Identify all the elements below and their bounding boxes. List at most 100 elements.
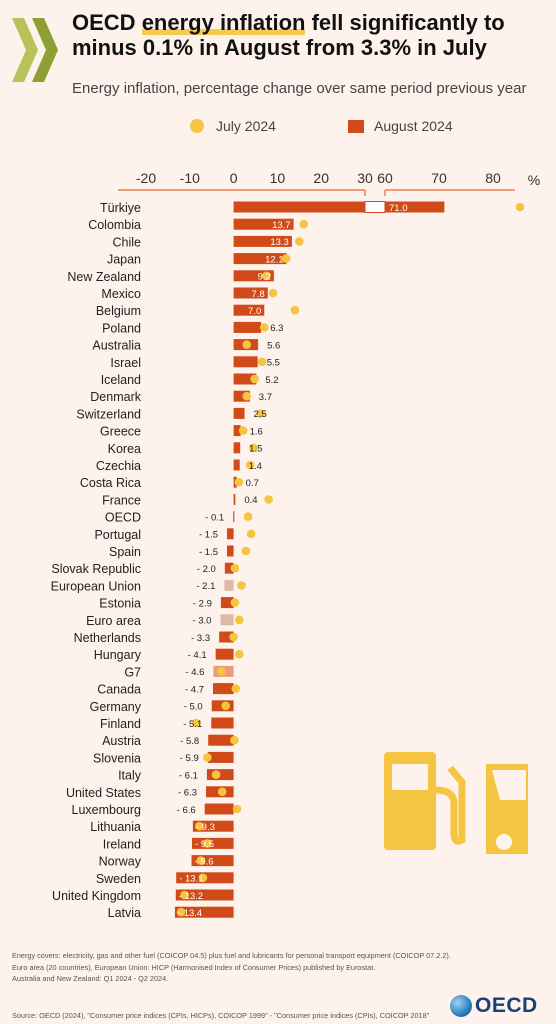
- dot-july: [250, 374, 259, 384]
- dot-july: [238, 426, 248, 435]
- bar-august: [233, 356, 258, 368]
- legend-august-label: August 2024: [374, 118, 453, 134]
- oecd-chevron-logo: [12, 18, 58, 82]
- category-label: Spain: [109, 545, 141, 559]
- data-label: - 5.8: [180, 736, 199, 747]
- data-label: 5.5: [267, 358, 280, 369]
- data-label: - 13.4: [178, 908, 202, 919]
- category-label: Sweden: [96, 872, 141, 886]
- data-label: - 13.1: [179, 874, 203, 885]
- category-label: Austria: [102, 734, 141, 748]
- dot-july: [229, 632, 238, 642]
- x-tick-label: 70: [431, 170, 447, 186]
- x-tick-label: 20: [313, 170, 329, 186]
- category-label: Costa Rica: [80, 476, 141, 490]
- data-label: - 1.5: [199, 547, 218, 558]
- x-tick-label: 10: [270, 170, 286, 186]
- bar-august: [192, 820, 234, 832]
- bar-august: [233, 493, 236, 505]
- category-label: Netherlands: [74, 631, 141, 645]
- bar-august: [215, 648, 234, 660]
- data-label: - 4.1: [188, 650, 207, 661]
- bar-august: [213, 683, 234, 695]
- data-label: 1.5: [249, 444, 262, 455]
- chart-subtitle: Energy inflation, percentage change over…: [72, 80, 527, 97]
- bar-august: [191, 837, 234, 849]
- bar-august: [208, 734, 234, 746]
- dot-july: [234, 615, 244, 625]
- dot-july: [221, 701, 231, 711]
- bar-august: [233, 321, 262, 333]
- data-label: 12.1: [265, 254, 284, 265]
- data-label: - 3.3: [191, 633, 210, 644]
- bar-august: [227, 545, 234, 557]
- data-label: - 2.0: [197, 564, 216, 575]
- bar-august: [191, 855, 234, 867]
- dot-july: [176, 907, 186, 917]
- bar-august: [211, 717, 234, 729]
- bar-august: [233, 442, 241, 454]
- dot-july: [264, 495, 273, 504]
- dot-july: [268, 288, 278, 298]
- category-label: Czechia: [96, 459, 141, 473]
- data-label: - 13.2: [179, 891, 203, 902]
- dot-july: [203, 839, 212, 848]
- data-label: - 9.6: [195, 856, 214, 867]
- category-label: Switzerland: [76, 407, 141, 421]
- legend-dot-icon: [190, 119, 204, 133]
- note-line: Euro area (20 countries), European Union…: [12, 962, 376, 972]
- category-label: Canada: [97, 683, 141, 697]
- bar-august: [233, 270, 274, 282]
- bar-august: [233, 304, 265, 316]
- dot-july: [246, 529, 256, 539]
- note-line: Australia and New Zealand: Q1 2024 - Q2 …: [12, 974, 169, 983]
- category-label: Belgium: [96, 304, 141, 318]
- bar-august: [385, 201, 445, 213]
- bar-august: [233, 235, 292, 247]
- bar-august: [233, 511, 235, 523]
- dot-july: [232, 804, 242, 814]
- dot-july: [231, 684, 241, 693]
- category-label: Portugal: [94, 528, 141, 542]
- dot-july: [198, 873, 208, 883]
- dot-july: [262, 271, 271, 281]
- category-label: Norway: [99, 855, 142, 869]
- data-label: - 2.1: [196, 581, 215, 592]
- data-label: 5.6: [267, 340, 280, 351]
- dot-july: [234, 477, 244, 487]
- dot-july: [515, 202, 525, 212]
- dot-july: [295, 237, 304, 246]
- bar-august: [233, 201, 365, 213]
- data-label: - 0.1: [205, 512, 224, 523]
- category-label: Estonia: [99, 597, 141, 611]
- dot-july: [230, 598, 240, 607]
- legend-july-label: July 2024: [216, 118, 276, 134]
- category-label: Greece: [100, 425, 141, 439]
- globe-icon: [450, 995, 472, 1017]
- category-label: France: [102, 493, 141, 507]
- note-line: Energy covers: electricity, gas and othe…: [12, 951, 451, 960]
- legend-july: July 2024: [190, 118, 276, 134]
- data-label: 71.0: [389, 203, 408, 214]
- category-label: Mexico: [101, 287, 141, 301]
- bar-august: [233, 218, 294, 230]
- bar-break-gap: [364, 201, 386, 213]
- category-label: Germany: [90, 700, 142, 714]
- dot-july: [192, 718, 201, 728]
- category-label: United Kingdom: [52, 889, 141, 903]
- category-label: Iceland: [101, 373, 141, 387]
- data-label: - 1.5: [199, 530, 218, 541]
- data-label: - 5.0: [184, 702, 203, 713]
- data-label: - 4.6: [185, 667, 204, 678]
- data-label: - 9.3: [196, 822, 215, 833]
- legend-bar-icon: [348, 119, 364, 133]
- category-label: Chile: [113, 235, 142, 249]
- data-label: - 6.6: [177, 805, 196, 816]
- fuel-pump-car-icon: [384, 752, 528, 854]
- title-highlight: energy inflation: [141, 10, 306, 35]
- dot-july: [203, 753, 212, 762]
- category-label: OECD: [105, 511, 141, 525]
- bar-august: [224, 579, 234, 591]
- dot-july: [217, 787, 227, 797]
- chart-legend: July 2024 August 2024: [0, 118, 556, 138]
